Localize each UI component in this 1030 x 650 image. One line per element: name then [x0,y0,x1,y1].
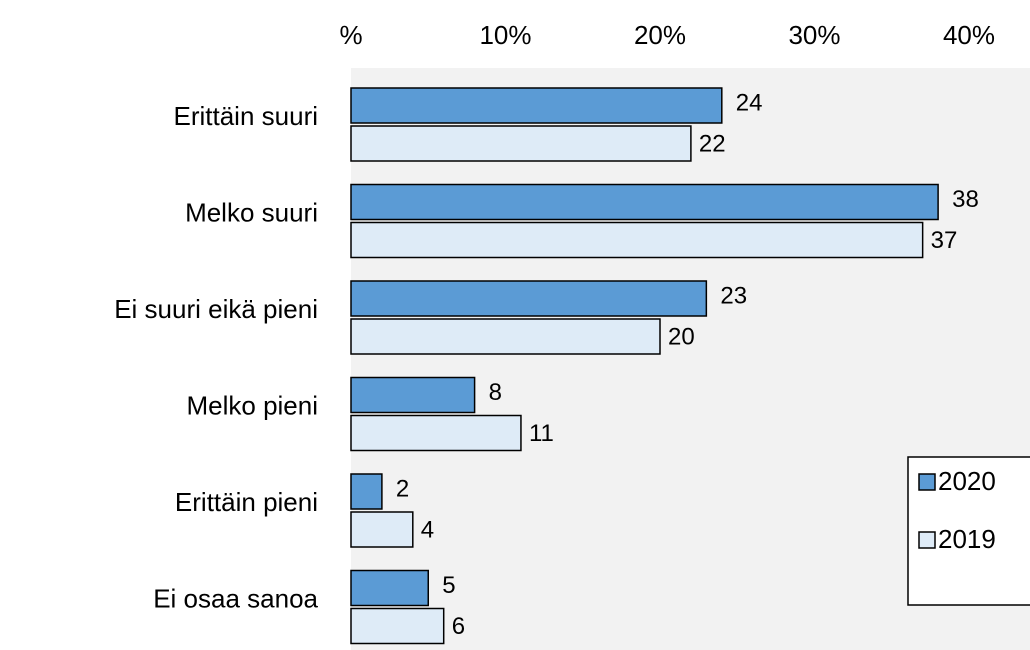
value-label: 2 [396,475,409,502]
bar [350,280,708,317]
category-label: Erittäin pieni [175,487,318,517]
bar [350,511,414,548]
x-tick-label: 10% [479,20,531,50]
x-tick-label: % [339,20,362,50]
category-label: Melko pieni [186,391,318,421]
category-label: Erittäin suuri [174,101,319,131]
bar [350,125,692,162]
legend-swatch [918,473,936,491]
legend-swatch [918,531,936,549]
legend-label: 2019 [938,524,996,554]
legend-label: 2020 [938,466,996,496]
bar [350,473,383,510]
value-label: 8 [489,379,502,406]
bar [350,183,939,221]
x-tick-label: 20% [634,20,686,50]
x-tick-label: 40% [943,20,995,50]
value-label: 6 [452,613,465,640]
bar [350,607,445,645]
bar [350,318,661,355]
bar [350,221,924,259]
value-label: 20 [668,323,695,350]
category-label: Ei suuri eikä pieni [114,294,318,324]
value-label: 11 [529,420,554,447]
bar [350,376,476,414]
bar [350,87,723,124]
bar [350,569,429,607]
value-label: 23 [720,282,747,309]
value-label: 22 [699,130,726,157]
x-tick-label: 30% [788,20,840,50]
value-label: 37 [931,227,958,254]
value-label: 5 [442,572,455,599]
value-label: 38 [952,186,979,213]
value-label: 4 [421,516,434,543]
value-label: 24 [736,89,763,116]
bar [350,414,522,452]
category-label: Ei osaa sanoa [153,584,318,614]
category-label: Melko suuri [185,198,318,228]
